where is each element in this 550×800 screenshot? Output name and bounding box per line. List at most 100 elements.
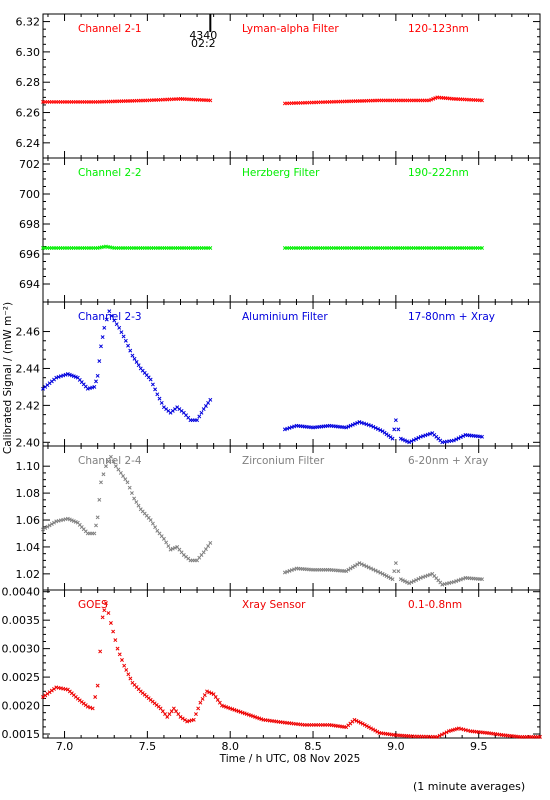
data-point	[380, 429, 385, 434]
data-point	[234, 708, 239, 713]
data-point	[447, 581, 452, 585]
data-point	[432, 574, 437, 578]
data-point	[117, 325, 122, 330]
data-point	[207, 690, 212, 695]
x-tick-label: 7.5	[139, 740, 157, 753]
panel-3: 2.40 2.42 2.44 2.46 Channel 2-3 Aluminium Fil…	[16, 301, 541, 449]
data-point	[208, 397, 213, 402]
data-point	[157, 531, 162, 536]
data-point	[396, 427, 401, 432]
y-tick-label: 6.24	[16, 137, 41, 150]
data-point	[449, 580, 454, 585]
data-point	[259, 717, 264, 722]
data-point	[77, 377, 82, 382]
data-point	[109, 313, 114, 318]
data-point	[160, 709, 165, 714]
panel-4: 1.02 1.04 1.06 1.08 1.10 Channel 2-4 Zirconium…	[16, 445, 541, 591]
panel-channel-name: Channel 2-1	[78, 23, 142, 35]
data-point	[197, 414, 202, 419]
data-point	[407, 581, 412, 586]
data-point	[88, 705, 93, 710]
data-point	[375, 729, 380, 734]
data-point	[95, 373, 100, 378]
data-point	[384, 432, 389, 437]
data-point	[108, 454, 113, 459]
data-point	[164, 540, 169, 545]
data-point	[461, 576, 466, 581]
data-point	[41, 527, 45, 532]
data-point	[359, 562, 364, 567]
data-point	[432, 432, 437, 437]
data-point	[43, 526, 48, 531]
panel-band: 120-123nm	[408, 23, 469, 35]
panel-data-series	[41, 454, 484, 587]
data-point	[208, 246, 213, 250]
data-point	[122, 663, 127, 668]
y-tick-label: 1.04	[16, 541, 41, 554]
data-point	[153, 525, 158, 530]
data-point	[161, 405, 166, 410]
data-point	[181, 553, 186, 557]
data-point	[114, 322, 119, 327]
data-point	[142, 692, 147, 697]
data-point	[392, 427, 397, 432]
x-tick-label: 7.0	[56, 740, 74, 753]
y-tick-label: 0.0015	[2, 728, 41, 741]
data-point	[362, 563, 367, 568]
data-point	[132, 356, 137, 361]
data-point	[196, 706, 201, 711]
data-point	[232, 707, 237, 712]
data-point	[430, 571, 435, 576]
data-point	[238, 710, 243, 714]
data-point	[458, 577, 463, 582]
data-point	[58, 374, 63, 379]
data-point	[123, 477, 128, 482]
data-point	[101, 472, 106, 477]
y-axis-label: Calibrated Signal / (mW m⁻²)	[2, 302, 14, 454]
data-point	[244, 712, 249, 717]
data-point	[224, 705, 229, 709]
data-point	[142, 511, 147, 516]
data-point	[203, 547, 208, 552]
data-point	[400, 437, 405, 442]
data-point	[103, 464, 108, 469]
data-point	[226, 705, 231, 710]
data-point	[118, 470, 123, 475]
data-point	[454, 579, 459, 584]
data-point	[132, 496, 137, 501]
data-point	[69, 518, 74, 523]
data-point	[437, 733, 442, 738]
data-point	[373, 728, 378, 733]
data-point	[121, 334, 126, 339]
data-point	[353, 421, 357, 426]
data-point	[156, 704, 161, 709]
panel-filter-name: Herzberg Filter	[242, 167, 320, 179]
data-point	[287, 425, 292, 430]
data-point	[373, 568, 378, 573]
data-point	[456, 436, 461, 441]
data-point	[168, 547, 173, 552]
data-point	[97, 359, 102, 364]
data-point	[99, 480, 103, 485]
data-point	[175, 544, 180, 549]
data-point	[77, 698, 82, 703]
data-point	[405, 439, 410, 444]
data-point	[71, 693, 76, 698]
data-point	[186, 556, 191, 561]
data-point	[54, 375, 59, 380]
data-point	[364, 724, 369, 728]
data-point	[285, 569, 290, 574]
data-point	[461, 434, 466, 438]
data-point	[61, 517, 66, 522]
panel-channel-name: Channel 2-3	[78, 311, 142, 323]
data-point	[348, 566, 353, 571]
y-tick-label: 6.30	[16, 46, 41, 59]
data-point	[390, 577, 395, 582]
data-point	[390, 436, 395, 441]
data-point	[157, 396, 162, 401]
data-point	[442, 582, 447, 587]
panel-channel-name: GOES	[78, 599, 108, 611]
y-tick-label: 696	[19, 248, 40, 261]
data-point	[403, 579, 407, 584]
